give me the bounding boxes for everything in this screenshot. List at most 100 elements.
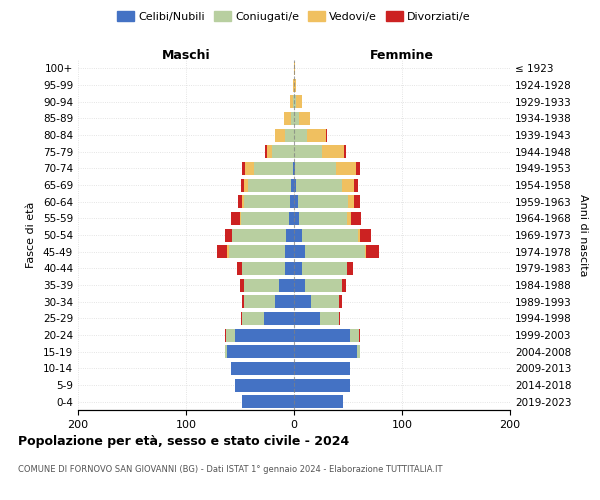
Bar: [294, 162, 295, 175]
Bar: [237, 262, 242, 275]
Bar: [294, 145, 322, 158]
Bar: [242, 195, 244, 208]
Bar: [264, 312, 294, 325]
Bar: [298, 195, 348, 208]
Text: Femmine: Femmine: [370, 48, 434, 62]
Bar: [241, 312, 242, 325]
Bar: [347, 262, 353, 275]
Bar: [244, 178, 248, 192]
Bar: [225, 345, 227, 358]
Bar: [244, 295, 275, 308]
Bar: [217, 245, 227, 258]
Bar: [229, 245, 286, 258]
Bar: [232, 362, 294, 375]
Bar: [293, 95, 294, 108]
Bar: [275, 128, 286, 141]
Bar: [284, 112, 291, 125]
Bar: [294, 112, 299, 125]
Bar: [294, 212, 299, 225]
Bar: [322, 145, 344, 158]
Bar: [355, 195, 360, 208]
Bar: [241, 212, 289, 225]
Bar: [320, 312, 340, 325]
Bar: [289, 212, 294, 225]
Bar: [267, 145, 272, 158]
Bar: [226, 328, 235, 342]
Bar: [294, 128, 307, 141]
Bar: [242, 162, 245, 175]
Bar: [326, 128, 328, 141]
Bar: [299, 212, 347, 225]
Bar: [286, 245, 294, 258]
Bar: [294, 328, 350, 342]
Bar: [294, 362, 350, 375]
Bar: [286, 128, 294, 141]
Bar: [294, 345, 356, 358]
Bar: [232, 228, 286, 241]
Bar: [358, 228, 360, 241]
Bar: [272, 145, 294, 158]
Bar: [341, 278, 346, 291]
Bar: [347, 212, 351, 225]
Bar: [336, 162, 356, 175]
Bar: [355, 178, 358, 192]
Bar: [290, 195, 294, 208]
Bar: [294, 262, 302, 275]
Bar: [235, 378, 294, 392]
Bar: [356, 345, 360, 358]
Bar: [295, 162, 336, 175]
Bar: [294, 278, 305, 291]
Bar: [225, 228, 232, 241]
Bar: [242, 312, 264, 325]
Bar: [286, 262, 294, 275]
Bar: [351, 212, 361, 225]
Bar: [341, 178, 355, 192]
Bar: [302, 228, 358, 241]
Bar: [305, 245, 365, 258]
Bar: [294, 62, 295, 75]
Bar: [242, 395, 294, 408]
Bar: [242, 262, 286, 275]
Bar: [348, 195, 355, 208]
Bar: [294, 295, 311, 308]
Bar: [240, 212, 241, 225]
Bar: [265, 145, 267, 158]
Bar: [291, 178, 294, 192]
Bar: [286, 228, 294, 241]
Bar: [294, 378, 350, 392]
Bar: [293, 78, 294, 92]
Bar: [296, 178, 341, 192]
Bar: [291, 112, 294, 125]
Bar: [254, 162, 293, 175]
Bar: [290, 95, 293, 108]
Y-axis label: Fasce di età: Fasce di età: [26, 202, 36, 268]
Bar: [360, 228, 371, 241]
Bar: [238, 195, 242, 208]
Bar: [356, 162, 360, 175]
Bar: [294, 95, 296, 108]
Bar: [359, 328, 360, 342]
Bar: [232, 212, 240, 225]
Bar: [240, 278, 244, 291]
Bar: [296, 95, 302, 108]
Bar: [294, 312, 320, 325]
Bar: [241, 178, 244, 192]
Bar: [245, 162, 254, 175]
Y-axis label: Anni di nascita: Anni di nascita: [578, 194, 588, 276]
Bar: [365, 245, 367, 258]
Legend: Celibi/Nubili, Coniugati/e, Vedovi/e, Divorziati/e: Celibi/Nubili, Coniugati/e, Vedovi/e, Di…: [113, 7, 475, 26]
Text: COMUNE DI FORNOVO SAN GIOVANNI (BG) - Dati ISTAT 1° gennaio 2024 - Elaborazione : COMUNE DI FORNOVO SAN GIOVANNI (BG) - Da…: [18, 465, 443, 474]
Bar: [279, 278, 294, 291]
Bar: [344, 145, 346, 158]
Bar: [244, 278, 279, 291]
Bar: [294, 178, 296, 192]
Bar: [299, 112, 310, 125]
Bar: [294, 78, 296, 92]
Bar: [275, 295, 294, 308]
Text: Popolazione per età, sesso e stato civile - 2024: Popolazione per età, sesso e stato civil…: [18, 435, 349, 448]
Bar: [305, 278, 341, 291]
Bar: [248, 178, 291, 192]
Bar: [307, 128, 326, 141]
Bar: [311, 295, 340, 308]
Bar: [225, 328, 226, 342]
